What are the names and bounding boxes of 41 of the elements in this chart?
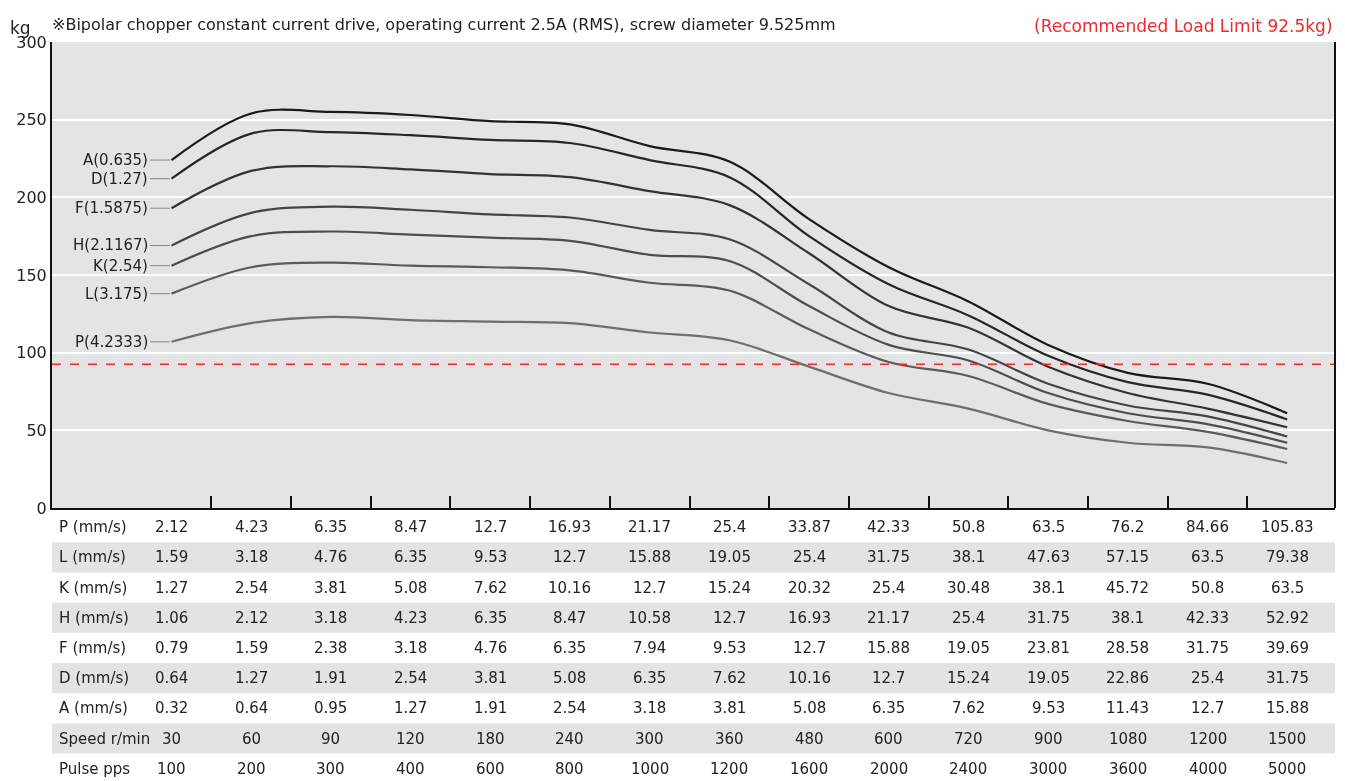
series-label: H(2.1167) xyxy=(73,236,149,254)
series-label: F(1.5875) xyxy=(75,199,148,217)
category-label: 63.5 47.63 38.1 31.75 23.81 19.05 9.53 900 3000 xyxy=(1027,518,1070,778)
ref-line-label: (Recommended Load Limit 92.5kg) xyxy=(1034,16,1333,36)
category-label: 25.4 19.05 15.24 12.7 9.53 7.62 3.81 360 1200 xyxy=(708,518,751,778)
category-label: 84.66 63.5 50.8 42.33 31.75 25.4 12.7 1200 4000 xyxy=(1186,518,1229,778)
category-label: 105.83 79.38 63.5 52.92 39.69 31.75 15.88 1500 5000 xyxy=(1261,518,1314,778)
series-label: K(2.54) xyxy=(93,257,148,275)
y-tick-label: 100 xyxy=(16,343,47,363)
text: H (mm/s) xyxy=(59,609,129,627)
category-label: 12.7 9.53 7.62 6.35 4.76 3.81 1.91 180 600 xyxy=(474,518,508,778)
category-label: 6.35 4.76 3.81 3.18 2.38 1.91 0.95 90 300 xyxy=(314,518,348,778)
y-tick-label: 150 xyxy=(16,265,47,285)
category-label: 76.2 57.15 45.72 38.1 28.58 22.86 11.43 1080 3600 xyxy=(1106,518,1149,778)
y-tick-label: 0 xyxy=(36,498,47,518)
category-label: 21.17 15.88 12.7 10.58 7.94 6.35 3.18 300 1000 xyxy=(628,518,671,778)
text: F (mm/s) xyxy=(59,639,127,657)
text: D (mm/s) xyxy=(59,669,130,687)
text: L (mm/s) xyxy=(59,548,126,566)
category-label: 42.33 31.75 25.4 21.17 15.88 12.7 6.35 600 2000 xyxy=(867,518,910,778)
category-label: 8.47 6.35 5.08 4.23 3.18 2.54 1.27 120 400 xyxy=(394,518,428,778)
text: P (mm/s) xyxy=(59,518,127,536)
series-label: D(1.27) xyxy=(91,170,148,188)
category-label: 4.23 3.18 2.54 2.12 1.59 1.27 0.64 60 200 xyxy=(235,518,269,778)
category-label: 16.93 12.7 10.16 8.47 6.35 5.08 2.54 240 800 xyxy=(548,518,591,778)
y-tick-label: 250 xyxy=(16,110,47,130)
line-series xyxy=(170,315,1289,465)
category-label: 2.12 1.59 1.27 1.06 0.79 0.64 0.32 30 100 xyxy=(155,518,189,778)
text: Pulse pps xyxy=(59,760,131,778)
text: A (mm/s) xyxy=(59,699,128,717)
line-series xyxy=(170,261,1289,451)
category-label: 50.8 38.1 30.48 25.4 19.05 15.24 7.62 720 2400 xyxy=(947,518,990,778)
chart-title: ※Bipolar chopper constant current drive, operating current 2.5A (RMS), screw diameter 9.525mm xyxy=(52,14,836,34)
category-label: 33.87 25.4 20.32 16.93 12.7 10.16 5.08 480 1600 xyxy=(788,518,831,778)
y-tick-label: 50 xyxy=(26,420,47,440)
series-label: A(0.635) xyxy=(83,151,148,169)
series-label: L(3.175) xyxy=(85,285,149,303)
text: K (mm/s) xyxy=(59,579,128,597)
series-label: P(4.2333) xyxy=(75,333,149,351)
text: Speed r/min xyxy=(59,730,151,748)
y-tick-label: 200 xyxy=(16,187,47,207)
